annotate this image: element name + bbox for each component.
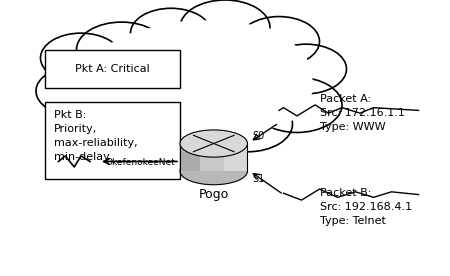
Circle shape [135, 102, 225, 157]
Polygon shape [76, 19, 315, 144]
Text: S1: S1 [252, 174, 264, 184]
Text: Pogo: Pogo [198, 188, 229, 201]
Text: OkefenokeeNet: OkefenokeeNet [106, 158, 176, 167]
Circle shape [72, 91, 153, 141]
Circle shape [180, 0, 270, 55]
Circle shape [130, 8, 212, 58]
Circle shape [202, 97, 292, 152]
Circle shape [40, 33, 122, 83]
Circle shape [266, 44, 346, 94]
Circle shape [252, 77, 342, 132]
Circle shape [76, 22, 166, 77]
Text: Packet B:
Src: 192.168.4.1
Type: Telnet: Packet B: Src: 192.168.4.1 Type: Telnet [320, 188, 412, 226]
Text: Packet A:
Src: 172.16.1.1
Type: WWW: Packet A: Src: 172.16.1.1 Type: WWW [320, 94, 405, 132]
Circle shape [36, 66, 117, 116]
Text: S0: S0 [252, 131, 264, 141]
Bar [45, 50, 180, 88]
Text: Pkt A: Critical: Pkt A: Critical [75, 64, 150, 74]
Circle shape [238, 17, 320, 66]
Ellipse shape [180, 158, 248, 185]
Bar [45, 102, 180, 179]
Ellipse shape [180, 130, 248, 157]
Text: Pkt B:
Priority,
max-reliability,
min-delay: Pkt B: Priority, max-reliability, min-de… [54, 110, 138, 162]
